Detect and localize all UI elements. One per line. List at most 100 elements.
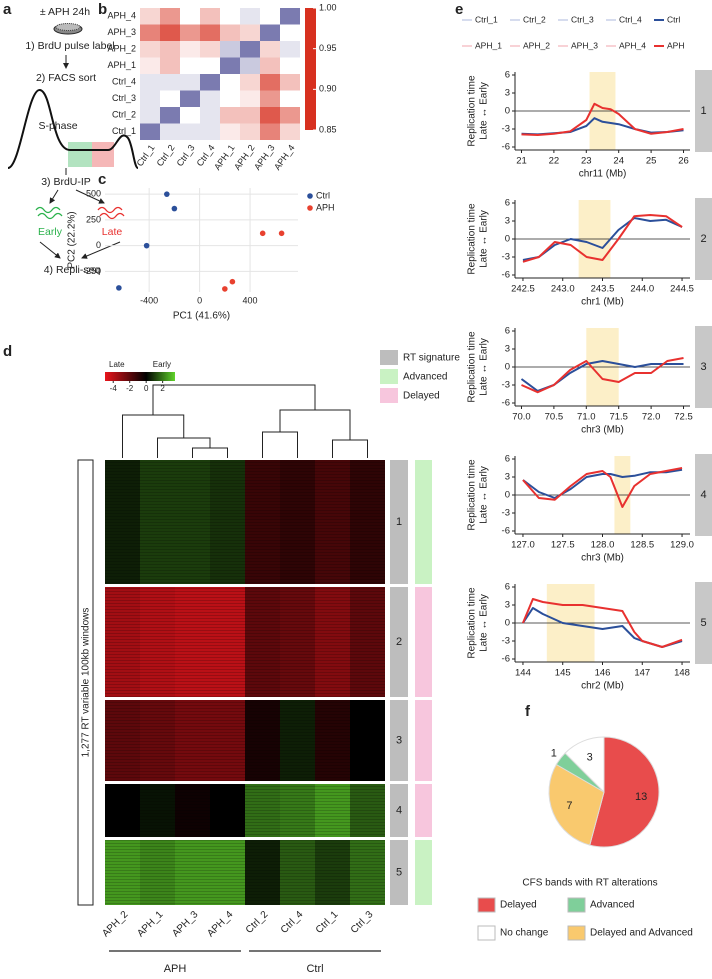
heatmap-cell: [240, 41, 260, 58]
group-label: APH: [164, 963, 187, 975]
slice-label: 7: [566, 800, 572, 812]
rt-signature-bar: [390, 700, 408, 781]
legend-label: RT signature: [403, 353, 460, 364]
heatmap-cell: [200, 90, 220, 107]
x-tick-label: 70.0: [512, 412, 531, 423]
step: 4) Repli-seq: [44, 264, 101, 276]
legend-swatch: [380, 369, 398, 384]
x-tick-label: 128.5: [630, 540, 654, 551]
column-label: Ctrl_2: [244, 909, 271, 936]
dish-cells: [55, 23, 81, 31]
colorbar-label: 0.90: [319, 84, 337, 94]
colorbar-end-label: Late: [109, 360, 125, 369]
y-tick-label: 0: [96, 240, 101, 250]
heatmap-cell: [200, 24, 220, 41]
y-tick-label: 3: [505, 472, 510, 483]
y-tick-label: 6: [505, 454, 510, 465]
colorbar-label: 1.00: [319, 2, 337, 12]
y-axis-label: PC2 (22.2%): [67, 211, 78, 268]
heatmap-cell: [260, 57, 280, 74]
line: [522, 598, 683, 648]
heatmap-cell: [200, 107, 220, 124]
legend-swatch: [380, 388, 398, 403]
row-label: APH_3: [107, 27, 136, 37]
legend-swatch: [380, 350, 398, 365]
pie-slice: [589, 736, 660, 848]
late-dna: [97, 206, 125, 220]
column-label: APH_2: [100, 909, 130, 939]
y-tick-label: -3: [502, 508, 510, 519]
colorbar-label: 0: [144, 384, 149, 393]
colorbar-label: 0.85: [319, 124, 337, 134]
point: [259, 230, 266, 237]
line: [522, 467, 683, 508]
column-label: APH_1: [135, 909, 165, 939]
heatmap-cell: [160, 8, 180, 25]
heatmap-cell: [220, 123, 240, 140]
line: [521, 357, 684, 394]
x-tick-label: 72.5: [674, 412, 693, 423]
colorbar-label: -2: [126, 384, 134, 393]
arrow: [49, 189, 59, 204]
heatmap-cell: [240, 123, 260, 140]
heatmap-cell: [140, 24, 160, 41]
y-tick-label: -6: [502, 270, 510, 281]
heatmap-cell: [180, 24, 200, 41]
legend-label: No change: [500, 928, 549, 939]
legend-label: Ctrl: [667, 14, 680, 24]
y-axis-label: 1,277 RT variable 100kb windows: [81, 608, 92, 758]
legend-label: Ctrl: [316, 190, 330, 200]
heatmap-cell: [160, 107, 180, 124]
panel-label: f: [525, 703, 531, 720]
x-tick-label: 148: [674, 668, 690, 679]
y-tick-label: 6: [505, 582, 510, 593]
heatmap-cell: [220, 74, 240, 91]
y-tick-label: -3: [502, 252, 510, 263]
x-tick-label: 129.0: [670, 540, 694, 551]
heatmap-cell: [280, 24, 300, 41]
y-tick-label: -6: [502, 526, 510, 537]
x-axis-label: chr1 (Mb): [581, 297, 624, 308]
heatmap-cell: [180, 107, 200, 124]
legend-swatch: [477, 897, 496, 913]
x-tick-label: 243.0: [551, 284, 575, 295]
y-tick-label: -250: [83, 266, 101, 276]
panel-number: 2: [700, 233, 706, 245]
heatmap-cell: [260, 107, 280, 124]
fraction-label: Early: [38, 226, 63, 238]
heatmap-cell: [200, 41, 220, 58]
dendrogram: [122, 384, 368, 458]
y-tick-label: 3: [505, 88, 510, 99]
late-gate: [92, 142, 114, 167]
x-axis-label: chr3 (Mb): [581, 425, 624, 436]
y-axis-label: Late ↔ Early: [479, 82, 490, 140]
heatmap-cell: [220, 107, 240, 124]
heatmap-cell: [220, 90, 240, 107]
x-axis-label: PC1 (41.6%): [173, 311, 230, 322]
panel-tab: [695, 454, 712, 536]
legend-label: Ctrl_3: [571, 14, 594, 24]
legend-swatch: [477, 925, 496, 941]
row-label: Ctrl_1: [112, 126, 136, 136]
panel-label: e: [455, 1, 463, 18]
heatmap-cell: [180, 41, 200, 58]
signature-bar: [415, 840, 432, 905]
x-tick-label: 71.0: [577, 412, 596, 423]
line: [522, 217, 683, 261]
legend-label: APH: [667, 40, 684, 50]
x-tick-label: 127.0: [511, 540, 535, 551]
slice-label: 1: [551, 747, 557, 759]
step: 2) FACS sort: [36, 72, 96, 84]
y-tick-label: 3: [505, 216, 510, 227]
x-tick-label: 147: [634, 668, 650, 679]
legend-label: APH_2: [523, 40, 550, 50]
x-tick-label: 24: [613, 156, 624, 167]
slice-label: 13: [635, 791, 647, 803]
heatmap-cell: [140, 8, 160, 25]
x-tick-label: 0: [197, 295, 202, 305]
y-tick-label: 0: [505, 234, 510, 245]
column-label: Ctrl_4: [279, 909, 306, 936]
panel-label: b: [98, 1, 107, 18]
heatmap-cell: [180, 57, 200, 74]
colorbar-label: 2: [160, 384, 165, 393]
